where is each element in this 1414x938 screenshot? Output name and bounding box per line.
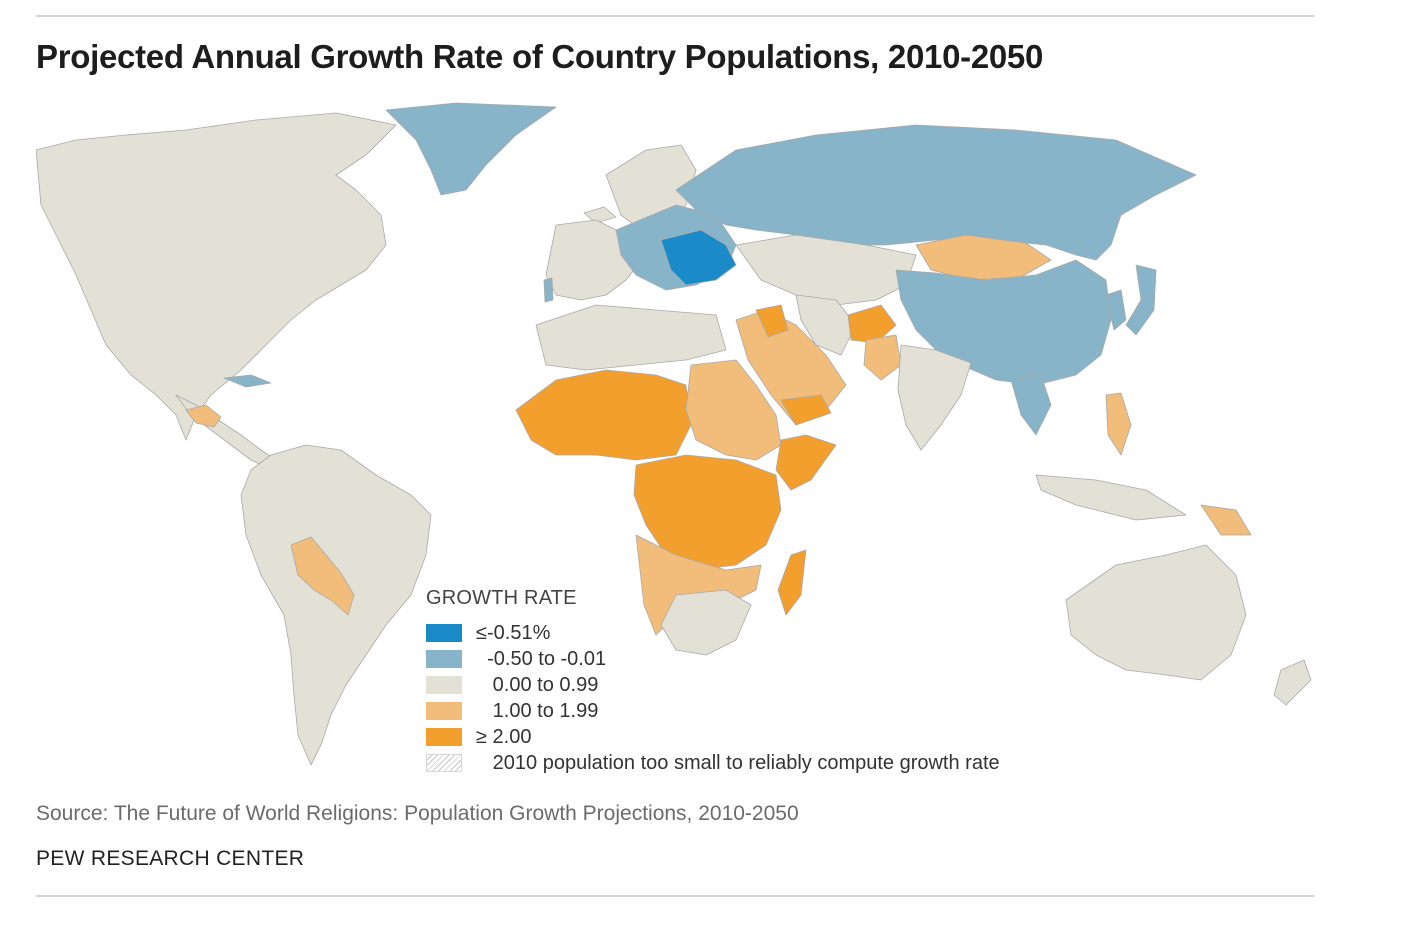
map-title: Projected Annual Growth Rate of Country … <box>36 38 1044 75</box>
legend-item: -0.50 to -0.01 <box>426 646 1000 672</box>
bottom-rule <box>36 895 1314 897</box>
region-yemen <box>780 394 832 426</box>
legend-item: ≤-0.51% <box>426 620 1000 646</box>
legend-label: 1.00 to 1.99 <box>476 699 599 722</box>
region-central-asia <box>735 234 917 306</box>
region-central-africa <box>633 454 782 571</box>
region-mongolia <box>915 234 1052 281</box>
region-bolivia-paraguay <box>290 536 355 616</box>
region-indonesia <box>1035 474 1187 521</box>
legend-label: ≥ 2.00 <box>476 725 532 748</box>
region-southeast-asia <box>1010 374 1052 436</box>
legend-swatch <box>426 702 462 720</box>
region-south-america <box>240 444 432 766</box>
legend-item: 2010 population too small to reliably co… <box>426 750 1000 776</box>
credit-label: PEW RESEARCH CENTER <box>36 847 305 870</box>
region-south-africa <box>660 589 752 656</box>
legend-swatch <box>426 650 462 668</box>
legend-label: -0.50 to -0.01 <box>476 647 607 670</box>
region-west-africa <box>515 369 692 461</box>
legend-label: ≤-0.51% <box>476 621 551 644</box>
region-india <box>897 344 972 451</box>
world-map <box>36 102 1312 766</box>
region-png <box>1200 504 1252 536</box>
legend: GROWTH RATE ≤-0.51% -0.50 to -0.01 0.00 … <box>426 587 1000 776</box>
region-china <box>895 259 1112 386</box>
region-portugal <box>543 277 554 303</box>
region-japan <box>1125 264 1157 336</box>
legend-item: 1.00 to 1.99 <box>426 698 1000 724</box>
region-ne-africa <box>685 359 782 461</box>
region-iran <box>795 294 857 356</box>
region-pakistan <box>863 334 902 381</box>
region-korea <box>1105 289 1127 331</box>
legend-swatch <box>426 676 462 694</box>
legend-title: GROWTH RATE <box>426 587 577 609</box>
region-philippines <box>1105 392 1132 456</box>
region-horn-of-africa <box>775 434 837 491</box>
legend-label: 0.00 to 0.99 <box>476 673 599 696</box>
legend-item: ≥ 2.00 <box>426 724 1000 750</box>
region-caribbean <box>223 374 272 388</box>
region-ukraine-balkans <box>660 229 737 286</box>
region-central-america-high <box>185 404 222 428</box>
region-north-america <box>36 112 397 441</box>
legend-swatch <box>426 754 462 772</box>
legend-swatch <box>426 624 462 642</box>
region-madagascar <box>777 549 807 616</box>
region-australia <box>1065 544 1247 681</box>
region-russia <box>675 124 1197 261</box>
region-north-africa <box>535 304 727 371</box>
source-note: Source: The Future of World Religions: P… <box>36 802 799 825</box>
region-iraq <box>755 304 789 338</box>
region-iceland <box>583 206 617 224</box>
legend-label: 2010 population too small to reliably co… <box>476 751 1000 774</box>
region-central-america <box>175 394 282 471</box>
top-rule <box>36 15 1314 17</box>
region-afghanistan <box>847 304 897 344</box>
legend-swatch <box>426 728 462 746</box>
region-new-zealand <box>1273 659 1312 706</box>
legend-item: 0.00 to 0.99 <box>426 672 1000 698</box>
region-greenland <box>385 102 557 196</box>
